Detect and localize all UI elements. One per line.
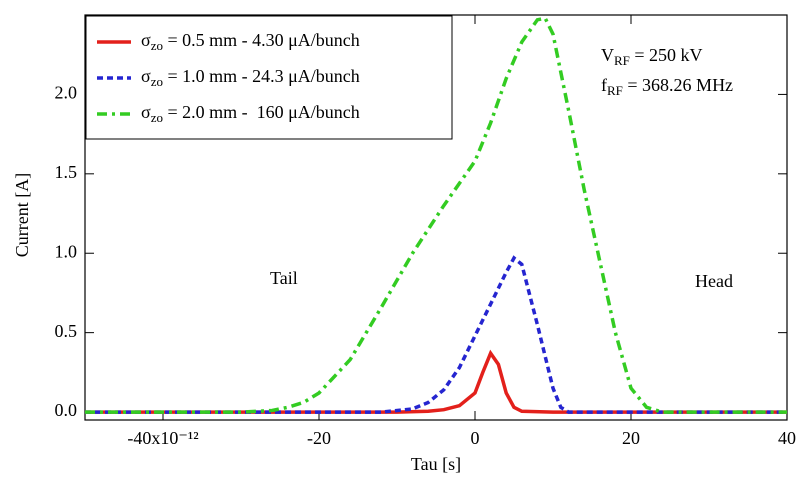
legend-label: σzo = 0.5 mm - 4.30 μA/bunch: [141, 30, 360, 53]
legend-label: σzo = 2.0 mm - 160 μA/bunch: [141, 102, 360, 125]
y-tick-label: 1.0: [55, 241, 78, 261]
plot-frame: [84, 14, 788, 421]
x-tick-label: -20: [307, 428, 331, 448]
series-line: [85, 16, 787, 414]
annotation: Head: [695, 271, 733, 291]
annotation: VRF = 250 kV: [601, 45, 703, 68]
x-tick-label: -40x10⁻¹²: [127, 428, 198, 448]
y-tick-label: 2.0: [55, 83, 78, 103]
y-tick-label: 0.0: [55, 400, 78, 420]
x-axis-label: Tau [s]: [411, 454, 461, 474]
x-tick-label: 20: [622, 428, 640, 448]
y-axis-label: Current [A]: [12, 173, 32, 257]
y-tick-label: 0.5: [55, 321, 78, 341]
series-line: [85, 349, 787, 414]
series-line: [85, 255, 787, 414]
annotation: Tail: [270, 268, 298, 288]
y-tick-label: 1.5: [55, 162, 78, 182]
legend-box: [85, 15, 453, 140]
x-tick-label: 40: [778, 428, 796, 448]
annotation: fRF = 368.26 MHz: [601, 75, 733, 98]
legend-label: σzo = 1.0 mm - 24.3 μA/bunch: [141, 66, 360, 89]
x-tick-label: 0: [471, 428, 480, 448]
